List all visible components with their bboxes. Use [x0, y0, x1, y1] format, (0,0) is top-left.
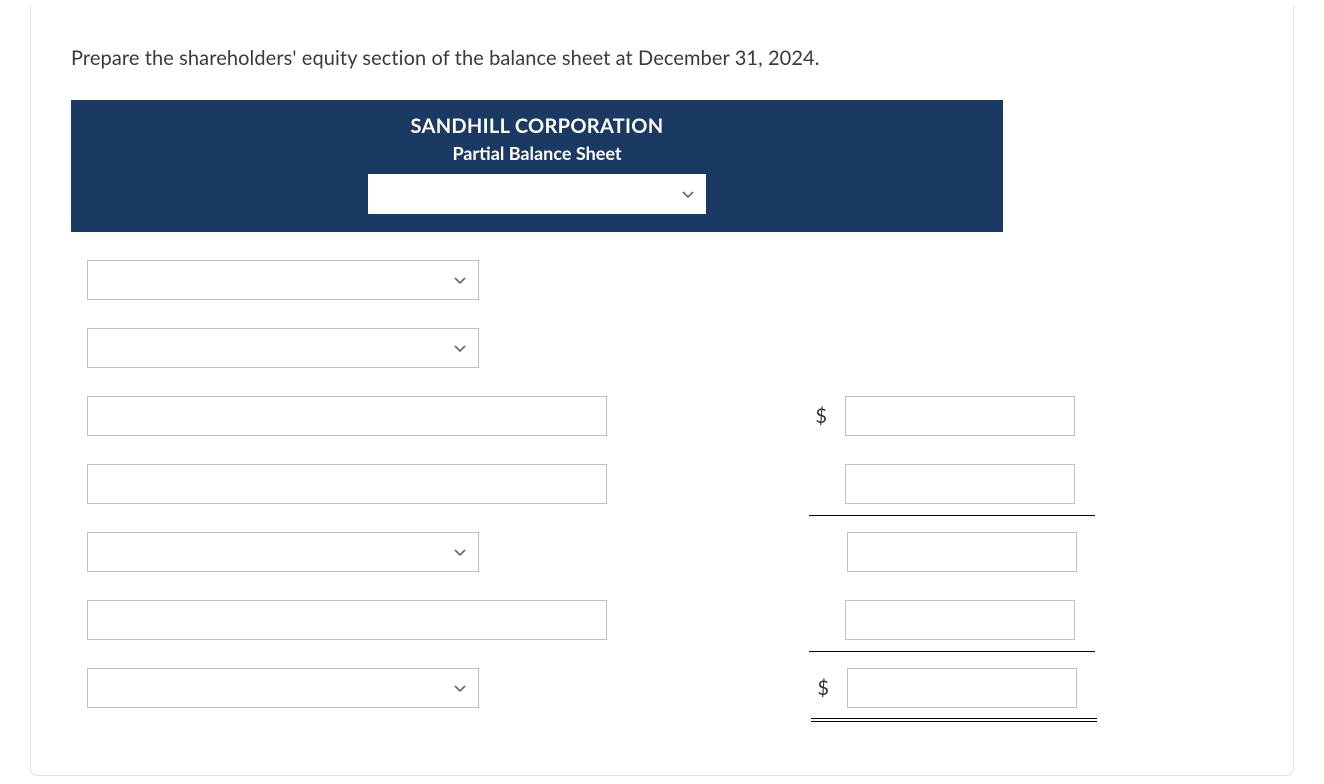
chevron-down-icon — [452, 680, 468, 696]
chevron-down-icon — [452, 340, 468, 356]
sheet-row: $ — [71, 396, 1003, 436]
sheet-row — [71, 464, 1003, 504]
line-item-select[interactable] — [87, 668, 479, 708]
line-item-select[interactable] — [87, 532, 479, 572]
currency-symbol: $ — [787, 676, 847, 700]
currency-symbol: $ — [785, 404, 845, 428]
balance-sheet: SANDHILL CORPORATION Partial Balance She… — [71, 100, 1003, 708]
total-double-underline — [811, 718, 1097, 722]
question-card: Prepare the shareholders' equity section… — [30, 6, 1294, 776]
sheet-row — [71, 260, 1003, 300]
date-select[interactable] — [368, 174, 706, 214]
instruction-text: Prepare the shareholders' equity section… — [71, 46, 1253, 70]
subtotal-underline — [809, 651, 1095, 652]
line-item-select[interactable] — [87, 328, 479, 368]
line-item-input[interactable] — [87, 464, 607, 504]
line-item-select[interactable] — [87, 260, 479, 300]
amount-input[interactable] — [845, 464, 1075, 504]
chevron-down-icon — [680, 186, 696, 202]
amount-input[interactable] — [845, 600, 1075, 640]
sheet-body: $ — [71, 232, 1003, 708]
line-item-input[interactable] — [87, 396, 607, 436]
report-name: Partial Balance Sheet — [71, 142, 1003, 164]
sheet-row — [71, 532, 1003, 572]
line-item-input[interactable] — [87, 600, 607, 640]
amount-input[interactable] — [847, 532, 1077, 572]
sheet-header: SANDHILL CORPORATION Partial Balance She… — [71, 100, 1003, 232]
chevron-down-icon — [452, 272, 468, 288]
sheet-row — [71, 328, 1003, 368]
company-name: SANDHILL CORPORATION — [71, 114, 1003, 138]
amount-input[interactable] — [845, 396, 1075, 436]
chevron-down-icon — [452, 544, 468, 560]
sheet-row: $ — [71, 668, 1003, 708]
subtotal-underline — [809, 515, 1095, 516]
sheet-row — [71, 600, 1003, 640]
amount-input[interactable] — [847, 668, 1077, 708]
